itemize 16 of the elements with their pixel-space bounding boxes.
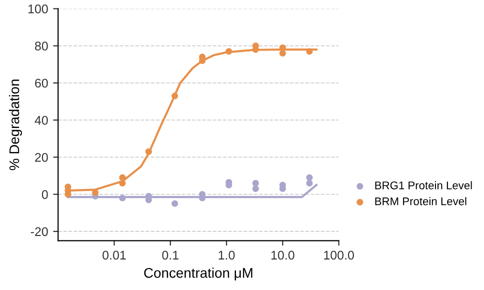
y-tick-label: 20 xyxy=(35,152,48,162)
legend-label: BRG1 Protein Level xyxy=(375,181,472,190)
y-tick-label: 40 xyxy=(34,116,48,125)
y-tick-label: 60 xyxy=(35,78,48,88)
x-axis-title: Concentration μM xyxy=(144,268,252,280)
x-tick-label: 0.01 xyxy=(102,250,126,260)
y-axis-title: % Degradation xyxy=(9,80,22,170)
y-tick-label: 80 xyxy=(35,42,48,50)
y-tick-label: -20 xyxy=(30,227,48,236)
x-tick-label: 100.0 xyxy=(324,250,354,260)
x-tick-label: 10.0 xyxy=(271,250,294,260)
y-tick-label: 100 xyxy=(28,4,48,14)
y-tick-label: 0 xyxy=(42,190,48,199)
x-tick-label: 1.0 xyxy=(218,250,235,260)
legend-label: BRM Protein Level xyxy=(375,197,466,206)
x-tick-label: 0.1 xyxy=(162,250,178,260)
